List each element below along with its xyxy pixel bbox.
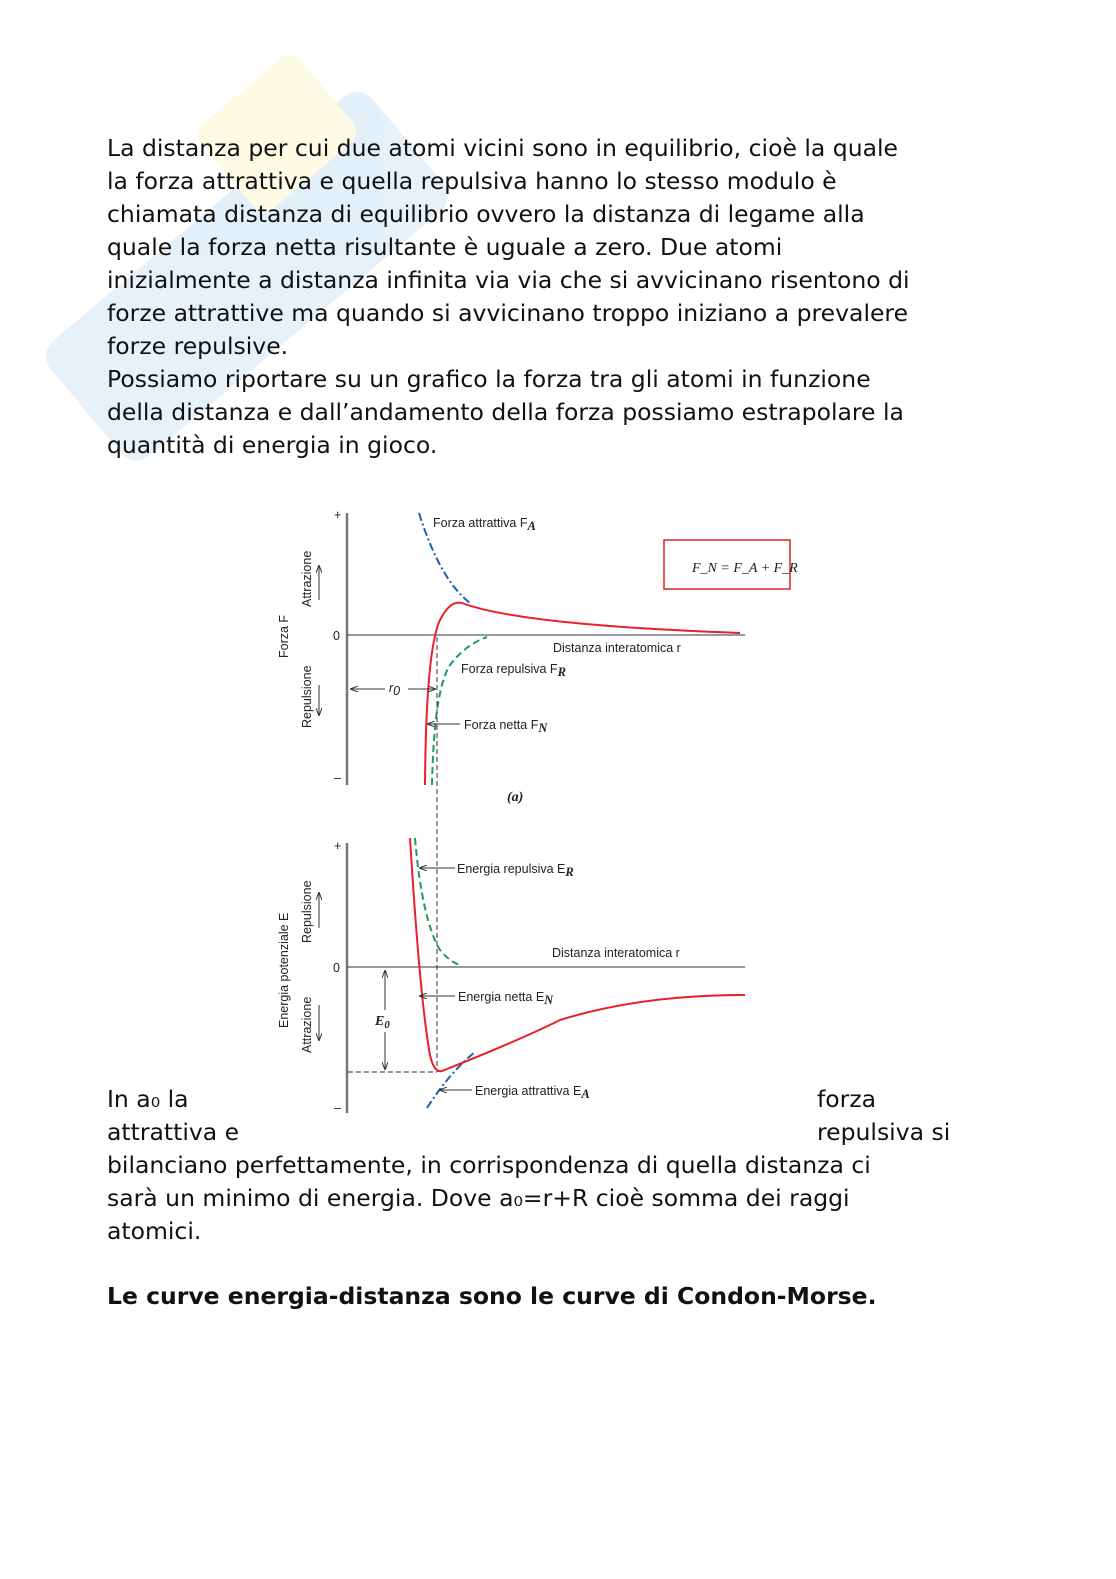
attraction-label: Attrazione: [300, 551, 314, 607]
svg-text:Forza netta FN: Forza netta FN: [464, 718, 548, 735]
text-line: La distanza per cui due atomi vicini son…: [107, 134, 898, 162]
er-sub: R: [564, 865, 573, 879]
fa-label: Forza attrattiva F: [433, 516, 528, 530]
text-line: quantità di energia in gioco.: [107, 431, 438, 459]
svg-text:E0: E0: [374, 1014, 390, 1031]
minus-tick: –: [334, 1101, 341, 1115]
text-line: della distanza e dall’andamento della fo…: [107, 398, 904, 426]
svg-text:Energia repulsiva ER: Energia repulsiva ER: [457, 862, 574, 879]
repulsion-label: Repulsione: [300, 665, 314, 728]
text-line: atomici.: [107, 1217, 202, 1245]
fa-sub: A: [526, 519, 535, 533]
fn-label: Forza netta F: [464, 718, 539, 732]
r0-label: r: [389, 681, 394, 695]
fn-sub: N: [537, 721, 548, 735]
attraction-label: Attrazione: [300, 997, 314, 1053]
figure-caption: (a): [507, 790, 523, 805]
text-line: forze attrattive ma quando si avvicinano…: [107, 299, 909, 327]
text-line: bilanciano perfettamente, in corrisponde…: [107, 1151, 871, 1179]
force-plot: + 0 – Forza F Attrazione Repulsione Dist…: [277, 508, 798, 805]
text-line: Possiamo riportare su un grafico la forz…: [107, 365, 871, 393]
fr-label: Forza repulsiva F: [461, 662, 558, 676]
repulsion-label: Repulsione: [300, 880, 314, 943]
text-line: repulsiva si: [817, 1118, 951, 1146]
text-line: In a₀ la: [107, 1085, 189, 1113]
net-energy-curve: [409, 837, 746, 1073]
e0-sub: 0: [384, 1019, 390, 1031]
formula-box: [663, 539, 791, 590]
energy-x-label: Distanza interatomica r: [552, 946, 680, 960]
text-line: forza: [817, 1085, 877, 1113]
energy-y-label: Energia potenziale E: [277, 913, 291, 1028]
attractive-force-curve: [418, 512, 471, 604]
text-line: quale la forza netta risultante è uguale…: [107, 233, 783, 261]
force-x-label: Distanza interatomica r: [553, 641, 681, 655]
repulsive-force-curve: [431, 636, 488, 786]
ea-label: Energia attrattiva E: [475, 1084, 581, 1098]
svg-text:Energia attrattiva EA: Energia attrattiva EA: [475, 1084, 590, 1101]
text-line: inizialmente a distanza infinita via via…: [107, 266, 910, 294]
repulsive-energy-curve: [414, 837, 461, 966]
conclusion-text: Le curve energia-distanza sono le curve …: [107, 1282, 877, 1310]
svg-text:Forza attrattiva FA: Forza attrattiva FA: [433, 516, 536, 533]
minus-tick: –: [334, 771, 341, 785]
zero-tick: 0: [333, 961, 340, 975]
fr-sub: R: [557, 665, 566, 679]
svg-text:r0: r0: [389, 681, 400, 698]
text-line: chiamata distanza di equilibrio ovvero l…: [107, 200, 865, 228]
en-sub: N: [543, 993, 554, 1007]
svg-text:Energia netta EN: Energia netta EN: [458, 990, 554, 1007]
plus-tick: +: [334, 839, 341, 853]
ea-sub: A: [580, 1087, 589, 1101]
attractive-energy-curve: [426, 1051, 476, 1109]
text-line: la forza attrattiva e quella repulsiva h…: [107, 167, 837, 195]
energy-plot: + 0 – Energia potenziale E Repulsione At…: [277, 837, 746, 1115]
plus-tick: +: [334, 508, 341, 522]
r0-sub: 0: [393, 684, 400, 698]
text-line: sarà un minimo di energia. Dove a₀=r+R c…: [107, 1184, 850, 1212]
net-force-curve: [424, 601, 741, 786]
text-line: attrattiva e: [107, 1118, 240, 1146]
en-label: Energia netta E: [458, 990, 544, 1004]
formula: F_N = F_A + F_R: [691, 561, 798, 576]
e0-label: E: [374, 1014, 384, 1029]
zero-tick: 0: [333, 629, 340, 643]
er-label: Energia repulsiva E: [457, 862, 565, 876]
svg-text:Forza repulsiva FR: Forza repulsiva FR: [461, 662, 566, 679]
force-y-label: Forza F: [277, 615, 291, 658]
text-line: forze repulsive.: [107, 332, 289, 360]
